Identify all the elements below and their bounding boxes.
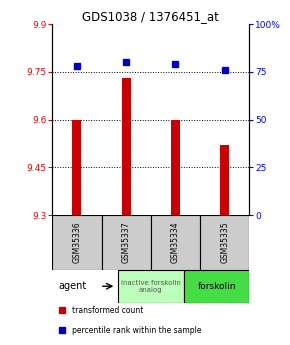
Text: agent: agent [59, 281, 87, 291]
Text: percentile rank within the sample: percentile rank within the sample [72, 326, 202, 335]
Bar [118, 270, 184, 303]
Text: transformed count: transformed count [72, 306, 143, 315]
Text: GSM35336: GSM35336 [72, 222, 81, 263]
Bar [200, 215, 249, 270]
Bar [184, 270, 249, 303]
Text: GSM35334: GSM35334 [171, 222, 180, 263]
Bar [52, 215, 102, 270]
Text: GSM35337: GSM35337 [122, 222, 131, 263]
Bar [72, 120, 81, 215]
Bar [171, 120, 180, 215]
Bar [102, 215, 151, 270]
Text: forskolin: forskolin [197, 282, 236, 291]
Bar [122, 78, 130, 215]
Text: GSM35335: GSM35335 [220, 222, 229, 263]
Text: inactive forskolin
analog: inactive forskolin analog [121, 280, 181, 293]
Title: GDS1038 / 1376451_at: GDS1038 / 1376451_at [82, 10, 219, 23]
Bar [220, 145, 229, 215]
Bar [151, 215, 200, 270]
